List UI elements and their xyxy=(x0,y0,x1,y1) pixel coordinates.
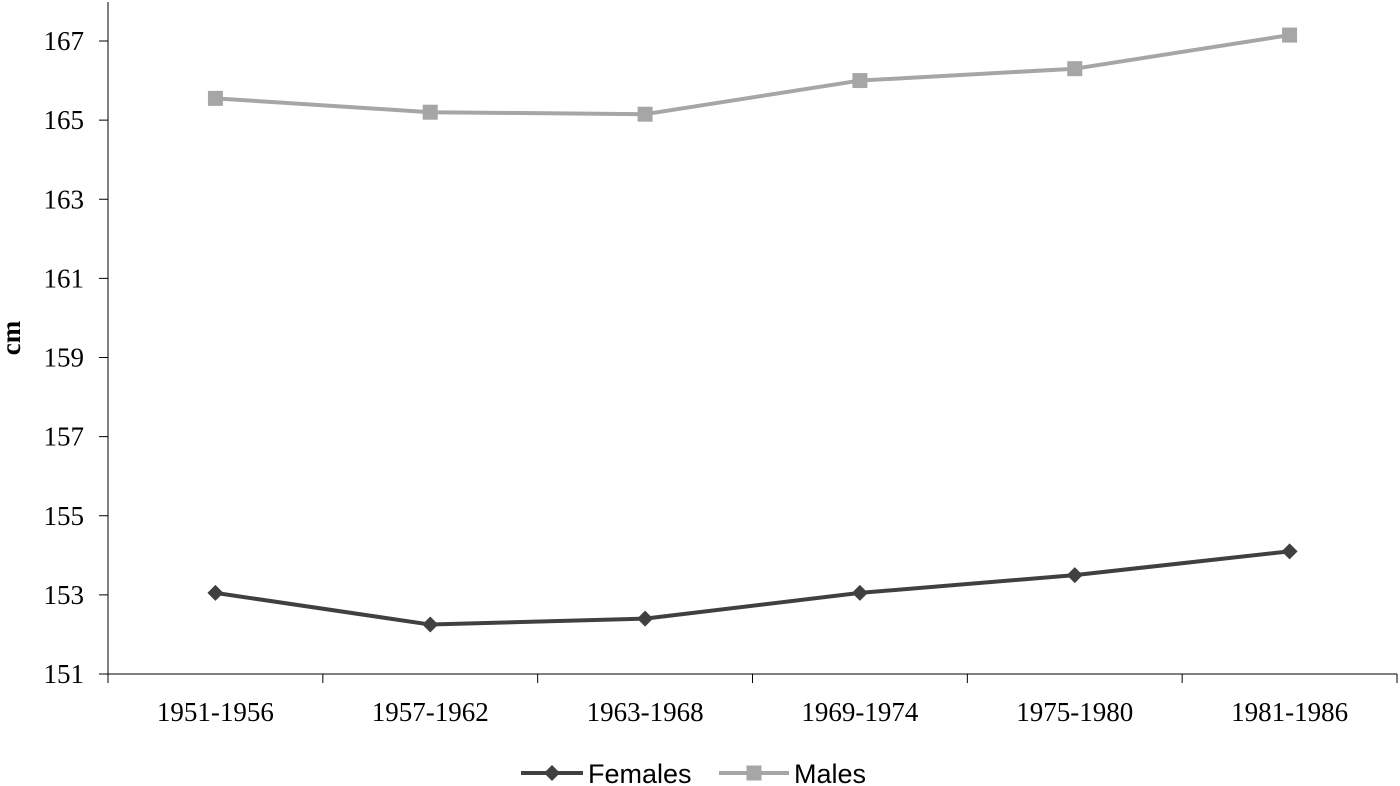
series-females xyxy=(207,543,1298,633)
data-point-males xyxy=(422,104,438,120)
x-tick-label: 1957-1962 xyxy=(372,697,489,727)
y-tick-label: 151 xyxy=(44,659,85,689)
y-axis: 151 153 155 157 159 161 163 165 167 xyxy=(44,2,109,689)
y-tick-label: 157 xyxy=(44,422,85,452)
data-point-males xyxy=(852,73,868,89)
x-tick-label: 1981-1986 xyxy=(1231,697,1348,727)
data-point-females xyxy=(207,584,224,601)
legend-swatch-marker xyxy=(544,765,560,781)
data-point-females xyxy=(851,584,868,601)
y-tick-label: 165 xyxy=(44,105,85,135)
data-point-females xyxy=(1066,567,1083,584)
y-tick-label: 153 xyxy=(44,580,85,610)
y-tick-label: 163 xyxy=(44,184,85,214)
series-males xyxy=(207,27,1298,122)
y-tick-label: 167 xyxy=(44,26,85,56)
series-line-females xyxy=(215,549,1290,627)
x-tick-label: 1963-1968 xyxy=(587,697,704,727)
y-axis-title: cm xyxy=(0,320,26,355)
x-tick-label: 1969-1974 xyxy=(801,697,918,727)
y-tick-label: 159 xyxy=(44,343,85,373)
legend-label: Males xyxy=(794,759,866,786)
series-layer xyxy=(207,27,1298,633)
legend-label: Females xyxy=(588,759,692,786)
legend-swatch-marker xyxy=(746,765,762,781)
x-tick-label: 1951-1956 xyxy=(157,697,274,727)
data-point-males xyxy=(207,90,223,106)
y-tick-label: 161 xyxy=(44,263,85,293)
data-point-females xyxy=(637,610,654,627)
x-tick-label: 1975-1980 xyxy=(1016,697,1133,727)
data-point-males xyxy=(1282,27,1298,43)
legend-item-males: Males xyxy=(719,759,866,786)
data-point-males xyxy=(1067,61,1083,77)
y-tick-label: 155 xyxy=(44,501,85,531)
data-point-females xyxy=(1281,543,1298,560)
legend-item-females: Females xyxy=(521,759,692,786)
x-axis: 1951-1956 1957-1962 1963-1968 1969-1974 1975… xyxy=(107,673,1398,727)
data-point-males xyxy=(637,106,653,122)
data-point-females xyxy=(422,616,439,633)
series-line-males xyxy=(215,33,1290,117)
legend: Females Males xyxy=(521,759,866,786)
